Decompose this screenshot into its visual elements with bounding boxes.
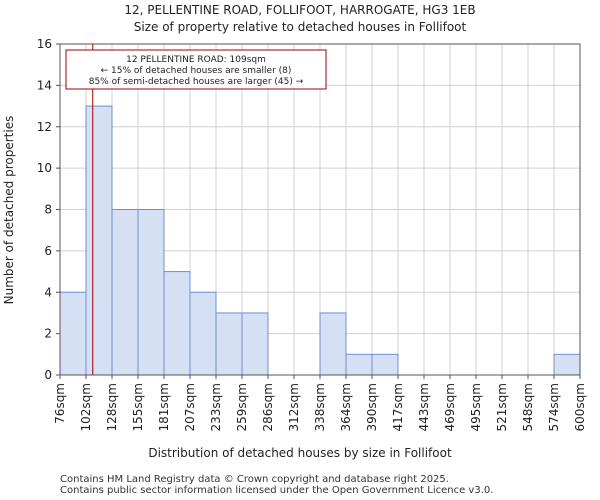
axes: 0 2 4 6 8 10 12 14 16 76sqm 102sqm 128sqm 155sqm 181s…: [37, 37, 587, 431]
annotation-box: 12 PELLENTINE ROAD: 109sqm← 15% of detac…: [65, 49, 327, 90]
y-tick-label: 12: [37, 120, 52, 134]
annotation-line: 12 PELLENTINE ROAD: 109sqm: [126, 55, 266, 65]
bar-155sqm: [137, 209, 165, 376]
x-tick-label: 76sqm: [53, 383, 67, 424]
x-tick-label: 259sqm: [235, 383, 249, 431]
x-tick-label: 338sqm: [313, 383, 327, 431]
x-tick-label: 417sqm: [391, 383, 405, 431]
x-tick-label: 469sqm: [443, 383, 457, 431]
y-axis-label: Number of detached properties: [2, 116, 16, 305]
annotation-frame: [65, 49, 327, 90]
x-tick-label: 233sqm: [209, 383, 223, 431]
x-tick-label: 128sqm: [105, 383, 119, 431]
x-tick-label: 181sqm: [157, 383, 171, 431]
bar-181sqm: [163, 271, 191, 376]
y-tick-label: 2: [44, 327, 52, 341]
x-tick-label: 574sqm: [547, 383, 561, 431]
y-tick-label: 14: [37, 78, 52, 92]
y-tick-label: 8: [44, 203, 52, 217]
x-tick-label: 207sqm: [183, 383, 197, 431]
x-tick-label: 286sqm: [261, 383, 275, 431]
bars: [59, 105, 581, 376]
x-tick-label: 548sqm: [521, 383, 535, 431]
bar-574sqm: [553, 353, 581, 376]
chart-title: 12, PELLENTINE ROAD, FOLLIFOOT, HARROGAT…: [124, 3, 475, 17]
x-tick-label: 102sqm: [79, 383, 93, 431]
x-tick-label: 390sqm: [365, 383, 379, 431]
bar-76sqm: [59, 291, 87, 376]
x-tick-label: 521sqm: [495, 383, 509, 431]
bar-364sqm: [345, 353, 373, 376]
bar-390sqm: [371, 353, 399, 376]
annotation-line: 85% of semi-detached houses are larger (…: [89, 77, 304, 87]
footer-licence: Contains public sector information licen…: [60, 485, 494, 496]
x-tick-label: 600sqm: [573, 383, 587, 431]
bar-338sqm: [319, 312, 347, 376]
x-axis-label: Distribution of detached houses by size …: [148, 446, 452, 460]
chart-subtitle: Size of property relative to detached ho…: [134, 20, 467, 34]
bar-128sqm: [111, 209, 139, 376]
bar-207sqm: [189, 291, 217, 376]
annotation-line: ← 15% of detached houses are smaller (8): [101, 66, 292, 76]
x-tick-label: 155sqm: [131, 383, 145, 431]
x-tick-label: 443sqm: [417, 383, 431, 431]
bar-233sqm: [215, 312, 243, 376]
footer-copyright: Contains HM Land Registry data © Crown c…: [60, 474, 449, 485]
x-tick-label: 364sqm: [339, 383, 353, 431]
x-tick-label: 312sqm: [287, 383, 301, 431]
y-tick-label: 16: [37, 37, 52, 51]
y-tick-label: 6: [44, 244, 52, 258]
x-tick-label: 495sqm: [469, 383, 483, 431]
bar-102sqm: [85, 105, 113, 376]
y-tick-label: 4: [44, 285, 52, 299]
bar-259sqm: [241, 312, 269, 376]
y-tick-label: 10: [37, 161, 52, 175]
y-tick-label: 0: [44, 368, 52, 382]
